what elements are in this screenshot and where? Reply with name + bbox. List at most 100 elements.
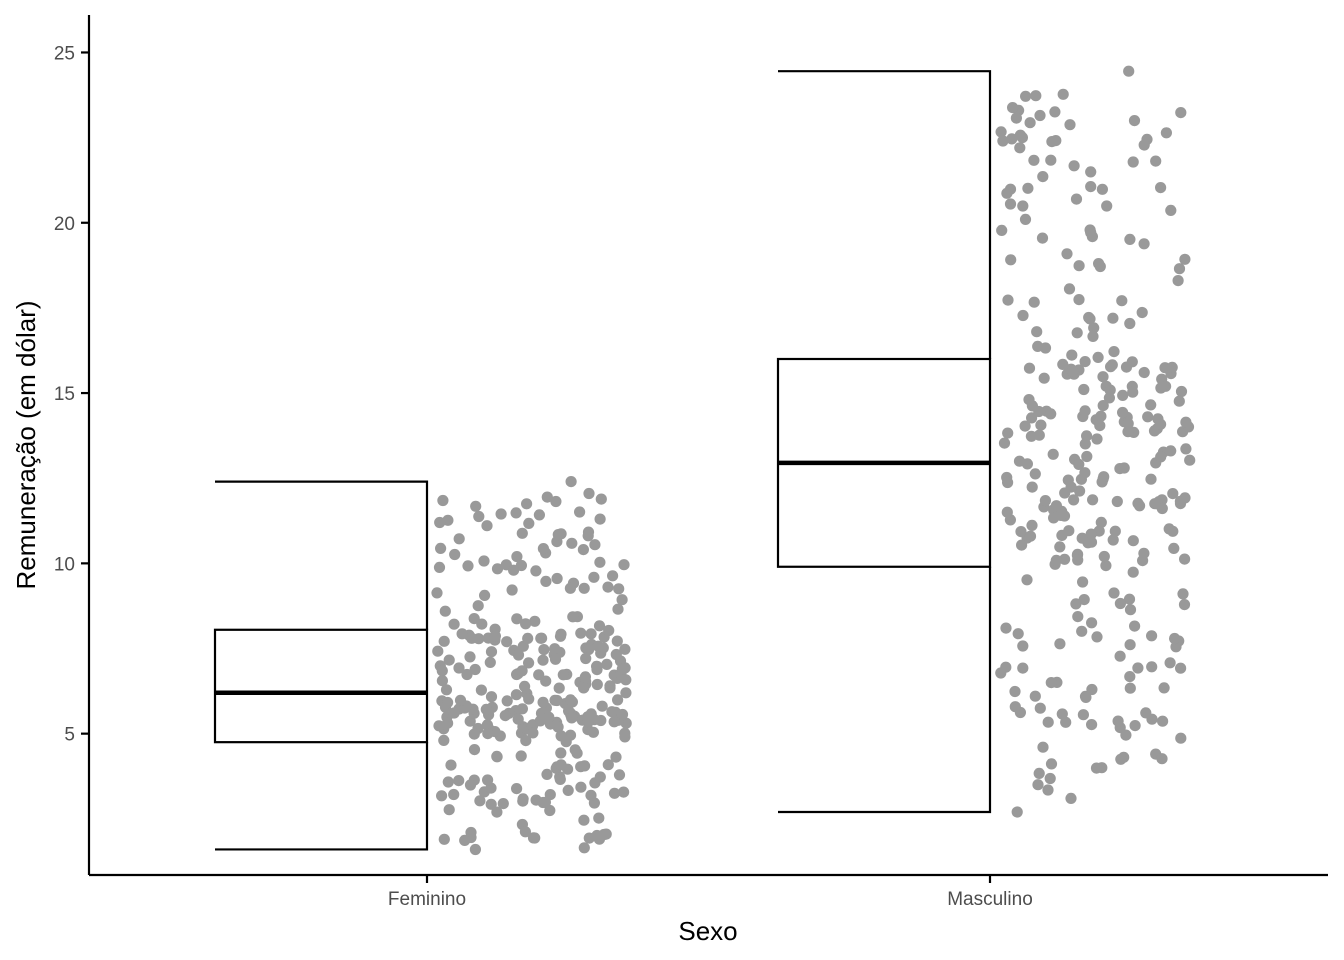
data-point (512, 713, 524, 725)
data-point (484, 656, 496, 669)
data-point (1105, 361, 1117, 373)
data-point (1172, 275, 1184, 287)
data-point (501, 695, 513, 707)
data-point (606, 706, 618, 718)
data-point (1028, 296, 1040, 308)
data-point (594, 513, 606, 525)
data-point (519, 826, 532, 838)
data-point (1042, 716, 1054, 728)
data-point (1014, 129, 1026, 141)
data-point (1122, 418, 1134, 430)
data-point (1174, 498, 1187, 510)
data-point (510, 507, 522, 519)
data-point (1023, 394, 1035, 406)
data-point (438, 833, 450, 845)
data-point (616, 708, 629, 721)
data-point (1009, 685, 1021, 698)
data-point (583, 487, 595, 500)
data-point (1024, 117, 1036, 129)
data-point (468, 744, 481, 756)
data-point (1037, 741, 1049, 753)
data-point (1094, 420, 1106, 432)
data-point (541, 768, 553, 781)
data-point (440, 684, 453, 696)
data-point (1138, 139, 1150, 151)
data-point (1109, 525, 1121, 537)
data-point (445, 759, 457, 771)
data-point (1001, 187, 1013, 199)
data-point (1180, 416, 1192, 428)
data-point (537, 654, 549, 666)
data-point (1117, 406, 1129, 419)
data-point (1070, 598, 1082, 610)
data-point (533, 669, 545, 681)
data-point (453, 775, 465, 787)
data-point (1007, 102, 1019, 114)
data-point (1000, 622, 1012, 634)
y-tick-label: 20 (54, 214, 75, 235)
data-point (583, 643, 595, 656)
data-point (1090, 762, 1103, 774)
data-point (1092, 351, 1104, 363)
data-point (464, 651, 476, 663)
data-point (1059, 553, 1071, 565)
jitter-points (431, 65, 1196, 856)
data-point (1164, 657, 1176, 669)
data-point (1127, 386, 1139, 398)
data-point (443, 804, 455, 816)
data-point (1116, 295, 1128, 307)
data-point (485, 646, 498, 658)
data-point (554, 773, 566, 786)
data-point (593, 812, 605, 824)
y-tick-label: 15 (54, 384, 75, 405)
data-point (1065, 792, 1077, 805)
data-point (1039, 495, 1051, 507)
data-point (516, 703, 529, 715)
data-point (1016, 539, 1028, 551)
data-point (491, 806, 503, 818)
data-point (1032, 340, 1044, 352)
data-point (551, 572, 563, 585)
data-point (432, 645, 444, 657)
data-point (1104, 384, 1116, 396)
data-point (436, 675, 448, 687)
data-point (1078, 594, 1090, 606)
data-point (466, 632, 478, 644)
data-point (1158, 682, 1170, 694)
data-point (595, 714, 607, 727)
data-point (602, 759, 614, 771)
data-point (1126, 356, 1138, 368)
data-point (1079, 356, 1091, 368)
data-point (575, 627, 587, 639)
data-point (1085, 528, 1097, 540)
data-point (1127, 566, 1139, 578)
data-point (1079, 438, 1091, 450)
data-point (473, 510, 485, 523)
data-point (437, 494, 449, 507)
data-point (469, 663, 481, 676)
data-point (620, 674, 632, 686)
data-point (585, 789, 597, 801)
data-point (1127, 535, 1139, 547)
data-point (565, 476, 577, 488)
data-point (549, 643, 561, 655)
data-point (1112, 715, 1124, 727)
data-point (539, 796, 552, 808)
data-point (1167, 488, 1179, 500)
data-point (1022, 182, 1034, 194)
data-point (482, 728, 494, 740)
data-point (1042, 784, 1054, 796)
data-point (1165, 204, 1177, 216)
data-point (1079, 405, 1091, 417)
data-point (1145, 473, 1157, 485)
data-point (613, 769, 626, 781)
data-point (482, 774, 494, 786)
data-point (1072, 611, 1084, 623)
data-point (497, 798, 509, 810)
data-point (529, 615, 541, 627)
data-point (1160, 127, 1172, 139)
data-point (1029, 690, 1041, 702)
data-point (541, 491, 553, 503)
data-point (1020, 90, 1032, 102)
data-point (1097, 400, 1109, 412)
